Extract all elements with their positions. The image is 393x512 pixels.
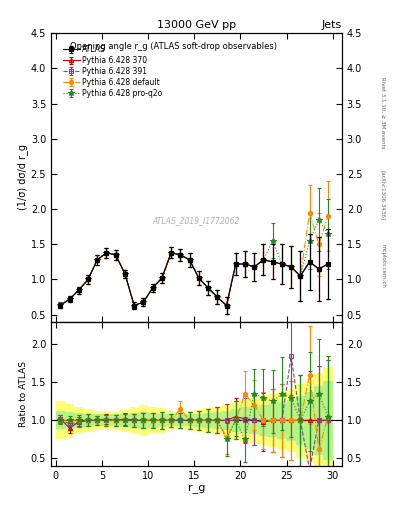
- Text: ATLAS_2019_I1772062: ATLAS_2019_I1772062: [153, 216, 240, 225]
- Y-axis label: (1/σ) dσ/d r_g: (1/σ) dσ/d r_g: [17, 144, 28, 210]
- Text: mcplots.cern.ch: mcplots.cern.ch: [381, 244, 386, 288]
- Text: Opening angle r_g (ATLAS soft-drop observables): Opening angle r_g (ATLAS soft-drop obser…: [70, 42, 277, 51]
- X-axis label: r_g: r_g: [188, 483, 205, 494]
- Y-axis label: Ratio to ATLAS: Ratio to ATLAS: [19, 361, 28, 427]
- Legend: ATLAS, Pythia 6.428 370, Pythia 6.428 391, Pythia 6.428 default, Pythia 6.428 pr: ATLAS, Pythia 6.428 370, Pythia 6.428 39…: [61, 43, 165, 100]
- Text: [arXiv:1306.3436]: [arXiv:1306.3436]: [381, 169, 386, 220]
- Text: Rivet 3.1.10, ≥ 3M events: Rivet 3.1.10, ≥ 3M events: [381, 77, 386, 148]
- Text: 13000 GeV pp: 13000 GeV pp: [157, 20, 236, 31]
- Text: Jets: Jets: [321, 20, 342, 31]
